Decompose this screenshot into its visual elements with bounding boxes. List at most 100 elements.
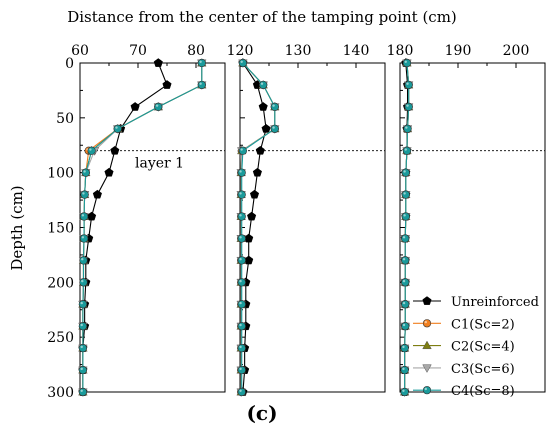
data-point (104, 167, 114, 177)
legend-marker (422, 319, 432, 328)
legend-item: C3(Sc=6) (413, 362, 515, 377)
data-point-dot (400, 344, 409, 353)
data-point-dot (81, 168, 90, 177)
data-point (252, 167, 262, 177)
legend-marker (422, 296, 432, 305)
x-tick-label: 200 (503, 43, 530, 59)
data-point (78, 344, 87, 353)
y-tick-label: 300 (47, 385, 74, 401)
data-point (400, 387, 409, 397)
panel-2: 120 130 140 (227, 43, 386, 398)
data-point-dot (237, 387, 246, 397)
data-point-shine (239, 170, 242, 173)
series-line (82, 63, 203, 392)
data-point-dot (401, 234, 410, 243)
data-point-shine (404, 148, 407, 151)
x-tick-label: 120 (227, 43, 254, 59)
series-line (82, 62, 168, 392)
data-point-shine (402, 389, 405, 392)
data-point-dot (404, 80, 413, 90)
data-point-dot (400, 365, 409, 375)
data-point-shine (260, 82, 264, 85)
data-point (237, 190, 246, 199)
series-2 (78, 58, 206, 397)
legend-marker (422, 386, 432, 395)
data-point-shine (402, 323, 406, 327)
data-point-dot (238, 146, 247, 155)
data-point-shine (80, 301, 83, 305)
data-point-dot (237, 365, 246, 375)
data-point (87, 211, 97, 221)
data-point (259, 80, 268, 90)
data-point-dot (113, 124, 122, 133)
data-point (153, 58, 163, 67)
data-point (78, 365, 87, 375)
data-point (401, 300, 410, 309)
data-point (79, 256, 88, 265)
x-tick-label: 80 (187, 43, 205, 59)
data-point (401, 190, 410, 199)
data-point-shine (81, 258, 84, 261)
data-point-shine (89, 148, 92, 151)
data-point (237, 344, 246, 353)
data-point-dot (237, 234, 246, 243)
legend-marker-shine (424, 320, 427, 324)
data-point-dot (237, 344, 246, 353)
data-point-shine (402, 345, 405, 349)
data-point (401, 212, 410, 221)
data-point-dot (78, 387, 87, 397)
data-point-dot (401, 190, 410, 199)
legend-label: C2(Sc=4) (451, 340, 515, 355)
data-point (238, 58, 247, 68)
data-point-shine (81, 279, 84, 283)
data-point (110, 145, 120, 155)
data-point-shine (239, 258, 242, 261)
data-point (401, 278, 410, 287)
data-point-dot (79, 212, 89, 221)
data-point (78, 322, 87, 331)
legend-marker (422, 364, 432, 373)
data-point (403, 124, 412, 133)
series-line (82, 63, 203, 392)
y-axis-label: Depth (cm) (8, 185, 26, 270)
data-point-shine (402, 279, 406, 283)
data-point-dot (270, 102, 279, 111)
data-point (238, 146, 247, 155)
data-point-shine (239, 236, 242, 239)
data-point-shine (82, 192, 85, 195)
panel-label: (c) (246, 401, 277, 425)
data-point (261, 123, 271, 133)
data-point-shine (239, 389, 242, 392)
data-point (79, 212, 89, 221)
data-point-shine (155, 104, 159, 107)
data-point-dot (79, 234, 89, 243)
series-5 (237, 58, 279, 397)
data-point (237, 387, 246, 397)
data-point-shine (199, 82, 202, 85)
data-point-shine (402, 258, 406, 261)
data-point (237, 278, 246, 287)
data-point-shine (239, 345, 242, 349)
data-point-dot (78, 300, 87, 309)
data-point-shine (239, 301, 242, 305)
data-point (402, 58, 412, 68)
data-point-dot (78, 365, 87, 375)
legend-label: C3(Sc=6) (451, 362, 515, 377)
data-point-dot (197, 58, 206, 68)
legend-label: Unreinforced (451, 295, 539, 310)
data-point (78, 387, 87, 397)
data-point (400, 365, 409, 375)
data-point (237, 300, 246, 309)
x-tick-label: 140 (343, 43, 370, 59)
data-point-dot (402, 58, 412, 68)
data-point (79, 278, 88, 287)
data-point-dot (237, 278, 246, 287)
data-point-dot (401, 168, 410, 177)
data-point-shine (199, 60, 202, 63)
data-point-shine (239, 192, 242, 195)
data-point-shine (403, 192, 406, 195)
data-point (78, 300, 87, 309)
data-point (401, 256, 410, 265)
series-line (242, 62, 267, 393)
data-point (237, 234, 246, 243)
